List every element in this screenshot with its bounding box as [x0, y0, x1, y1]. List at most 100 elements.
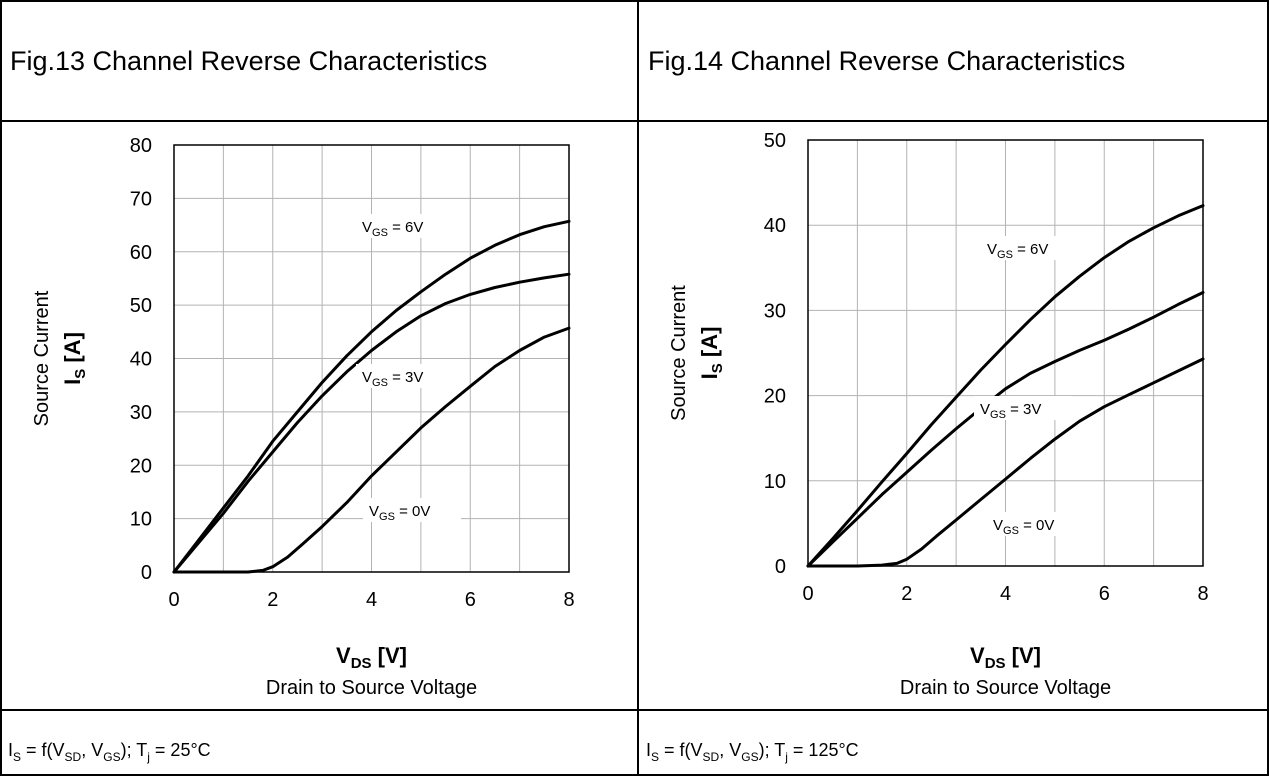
fig13-title: Fig.13 Channel Reverse Characteristics	[10, 46, 487, 76]
x-tick-label: 6	[465, 589, 476, 611]
series-label-part: V	[993, 517, 1003, 534]
x-tick-label: 6	[1099, 583, 1110, 605]
series-line-vgs-6v	[806, 204, 1205, 568]
grid	[174, 145, 569, 572]
grid	[808, 140, 1203, 566]
series-label: VGS = 6V	[362, 219, 423, 239]
x-axis-title-part: V	[336, 643, 351, 668]
y-tick-label: 10	[764, 471, 786, 493]
series-line-vgs-3v	[172, 272, 571, 574]
y-axis-title: IS [A]	[60, 332, 89, 385]
series-label-sub: GS	[379, 511, 395, 523]
fig13-footer: IS = f(VSD, VGS); Tj = 25°C	[8, 740, 211, 764]
series-label-bg	[356, 364, 454, 388]
y-tick-label: 40	[130, 349, 152, 371]
series-label-sub: GS	[990, 409, 1006, 421]
series-label-bg	[356, 214, 454, 238]
series-line-vgs-0v	[172, 326, 571, 574]
footer-lhs: I	[8, 740, 13, 760]
series-label-part: = 3V	[1006, 401, 1041, 418]
series-label-bg	[363, 498, 461, 522]
x-axis-title-part: V	[970, 643, 985, 668]
y-axis-title-sub: S	[709, 363, 726, 373]
footer-mid1: = f(V	[21, 740, 65, 760]
y-axis-description: Source Current	[31, 290, 53, 426]
series-label-sub: GS	[997, 249, 1013, 261]
footer-mid3: ); T	[759, 740, 786, 760]
series-label-part: = 6V	[388, 219, 423, 236]
y-tick-label: 80	[130, 135, 152, 157]
series-label-part: V	[362, 219, 372, 236]
y-axis-title-part: I	[60, 379, 85, 385]
y-axis-description: Source Current	[668, 285, 690, 421]
y-axis-title-part: I	[697, 373, 722, 379]
x-axis-title: VDS [V]	[970, 643, 1041, 672]
x-axis-description: Drain to Source Voltage	[266, 677, 477, 699]
y-tick-label: 30	[764, 300, 786, 322]
x-tick-label: 0	[802, 583, 813, 605]
footer-mid3: ); T	[121, 740, 148, 760]
x-tick-label: 4	[1000, 583, 1011, 605]
x-tick-label: 2	[267, 589, 278, 611]
footer-mid1: = f(V	[659, 740, 703, 760]
y-tick-label: 50	[764, 130, 786, 152]
plot-frame	[807, 139, 1204, 567]
x-axis-title-sub: DS	[351, 655, 372, 672]
y-tick-label: 50	[130, 295, 152, 317]
series-label: VGS = 3V	[980, 401, 1041, 421]
fig14-footer: IS = f(VSD, VGS); Tj = 125°C	[646, 740, 859, 764]
footer-mid2: , V	[81, 740, 103, 760]
y-tick-label: 70	[130, 188, 152, 210]
x-tick-label: 8	[1197, 583, 1208, 605]
series-label-part: V	[987, 241, 997, 258]
x-tick-label: 8	[563, 589, 574, 611]
y-axis-title: IS [A]	[697, 327, 726, 380]
footer-lhs-sub: S	[13, 750, 21, 764]
footer-sub2: GS	[103, 750, 120, 764]
series-label-part: = 6V	[1013, 241, 1048, 258]
series-line-vgs-0v	[806, 357, 1205, 568]
x-axis-title: VDS [V]	[336, 643, 407, 672]
footer-sub3: j	[784, 750, 788, 764]
y-tick-label: 20	[130, 455, 152, 477]
y-tick-label: 0	[141, 562, 152, 584]
series-line-vgs-6v	[172, 219, 571, 574]
x-tick-label: 0	[168, 589, 179, 611]
y-tick-label: 0	[775, 556, 786, 578]
y-axis-title-sub: S	[72, 369, 89, 379]
y-tick-label: 60	[130, 242, 152, 264]
footer-sub1: SD	[65, 750, 82, 764]
series-label-part: = 0V	[1019, 517, 1054, 534]
footer-rest: = 25°C	[150, 740, 211, 760]
footer-sub1: SD	[703, 750, 720, 764]
x-tick-label: 4	[366, 589, 377, 611]
x-tick-label: 2	[901, 583, 912, 605]
series-label-bg	[974, 396, 1072, 420]
footer-rest: = 125°C	[788, 740, 859, 760]
x-axis-title-part: [V]	[1006, 643, 1041, 668]
series-label-part: = 3V	[388, 369, 423, 386]
x-axis-description: Drain to Source Voltage	[900, 677, 1111, 699]
series-label-bg	[981, 236, 1079, 260]
y-tick-label: 10	[130, 509, 152, 531]
series-label-bg	[987, 512, 1085, 536]
footer-mid2: , V	[719, 740, 741, 760]
footer-sub2: GS	[741, 750, 758, 764]
y-tick-label: 20	[764, 386, 786, 408]
series-label-part: = 0V	[395, 503, 430, 520]
y-axis-title-part: [A]	[60, 332, 85, 369]
series-label-part: V	[362, 369, 372, 386]
series-label: VGS = 3V	[362, 369, 423, 389]
x-axis-title-part: [V]	[372, 643, 407, 668]
y-axis-title-part: [A]	[697, 327, 722, 364]
footer-sub3: j	[146, 750, 150, 764]
y-tick-label: 40	[764, 215, 786, 237]
series-label-part: V	[369, 503, 379, 520]
y-tick-label: 30	[130, 402, 152, 424]
x-axis-title-sub: DS	[985, 655, 1006, 672]
series-label-sub: GS	[372, 377, 388, 389]
